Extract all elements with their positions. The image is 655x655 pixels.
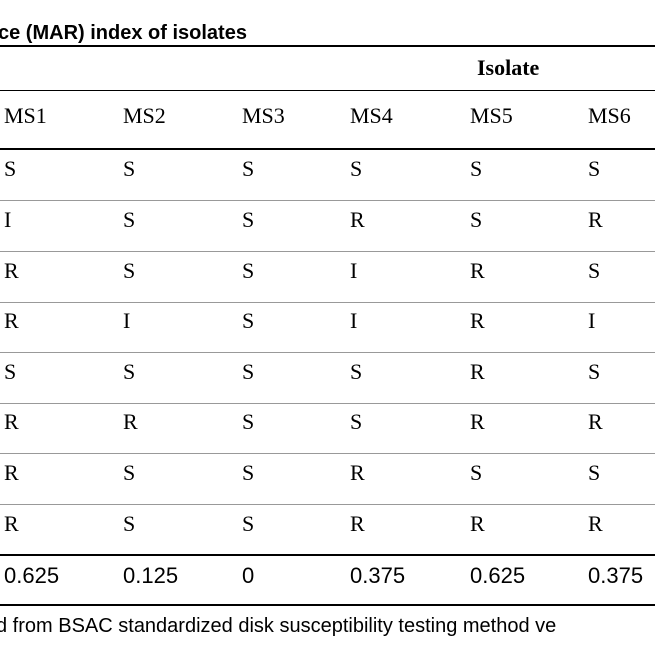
table-cell: R <box>470 409 485 434</box>
table-cell: R <box>588 207 603 232</box>
table-cell: S <box>123 207 136 232</box>
table-cell: S <box>242 207 255 232</box>
table-cell: S <box>242 409 255 434</box>
table-cell: S <box>123 511 136 536</box>
table-cell: R <box>123 409 138 434</box>
table-cell: S <box>242 258 255 283</box>
table-cell: R <box>470 359 485 384</box>
table-cell: S <box>588 156 601 181</box>
table-cell: R <box>350 207 365 232</box>
column-header: MS3 <box>242 103 285 128</box>
table-cell: S <box>123 156 136 181</box>
isolate-group-header: Isolate <box>477 55 540 80</box>
group-header-rule <box>0 90 655 91</box>
table-cell: S <box>4 156 17 181</box>
table-cell: I <box>350 258 358 283</box>
table-cell: R <box>4 308 19 333</box>
row-divider <box>0 200 655 201</box>
row-divider <box>0 504 655 505</box>
table-cell: I <box>123 308 131 333</box>
column-header: MS6 <box>588 103 631 128</box>
table-cell: S <box>123 359 136 384</box>
table-cell: S <box>470 207 483 232</box>
mar-index-cell: 0.125 <box>123 563 179 588</box>
table-cell: S <box>242 460 255 485</box>
table-cell: I <box>588 308 596 333</box>
mar-index-cell: 0.625 <box>4 563 60 588</box>
mar-index-cell: 0 <box>242 563 255 588</box>
table-cell: S <box>350 409 363 434</box>
table-cell: R <box>588 409 603 434</box>
table-cell: S <box>470 156 483 181</box>
row-divider <box>0 453 655 454</box>
column-header: MS5 <box>470 103 513 128</box>
table-cell: R <box>470 308 485 333</box>
mar-index-cell: 0.375 <box>350 563 406 588</box>
mar-index-cell: 0.625 <box>470 563 526 588</box>
table-cell: S <box>350 359 363 384</box>
table-cell: S <box>242 511 255 536</box>
table-cell: S <box>4 359 17 384</box>
column-header: MS2 <box>123 103 166 128</box>
table-cell: S <box>588 359 601 384</box>
table-cell: S <box>242 156 255 181</box>
table-cell: R <box>4 258 19 283</box>
table-cell: R <box>470 511 485 536</box>
mar-index-cell: 0.375 <box>588 563 644 588</box>
table-cell: I <box>350 308 358 333</box>
row-divider <box>0 302 655 303</box>
table-cell: S <box>242 308 255 333</box>
table-cell: R <box>588 511 603 536</box>
table-cell: S <box>470 460 483 485</box>
table-cell: S <box>123 460 136 485</box>
table-cell: R <box>4 460 19 485</box>
column-header: MS4 <box>350 103 393 128</box>
bottom-rule <box>0 604 655 606</box>
header-bottom-rule <box>0 148 655 150</box>
table-cell: S <box>588 460 601 485</box>
table-cell: S <box>350 156 363 181</box>
top-rule <box>0 45 655 47</box>
table-footnote: d from BSAC standardized disk susceptibi… <box>0 615 557 637</box>
column-header: MS1 <box>4 103 47 128</box>
table-cell: R <box>350 460 365 485</box>
table-cell: R <box>4 511 19 536</box>
row-divider <box>0 352 655 353</box>
row-divider <box>0 403 655 404</box>
table-cell: R <box>350 511 365 536</box>
row-divider <box>0 251 655 252</box>
table-cell: R <box>470 258 485 283</box>
mar-top-rule <box>0 554 655 556</box>
table-cell: S <box>123 258 136 283</box>
table-cell: S <box>588 258 601 283</box>
table-caption: ce (MAR) index of isolates <box>0 22 247 44</box>
table-cell: I <box>4 207 12 232</box>
table-cell: R <box>4 409 19 434</box>
table-cell: S <box>242 359 255 384</box>
